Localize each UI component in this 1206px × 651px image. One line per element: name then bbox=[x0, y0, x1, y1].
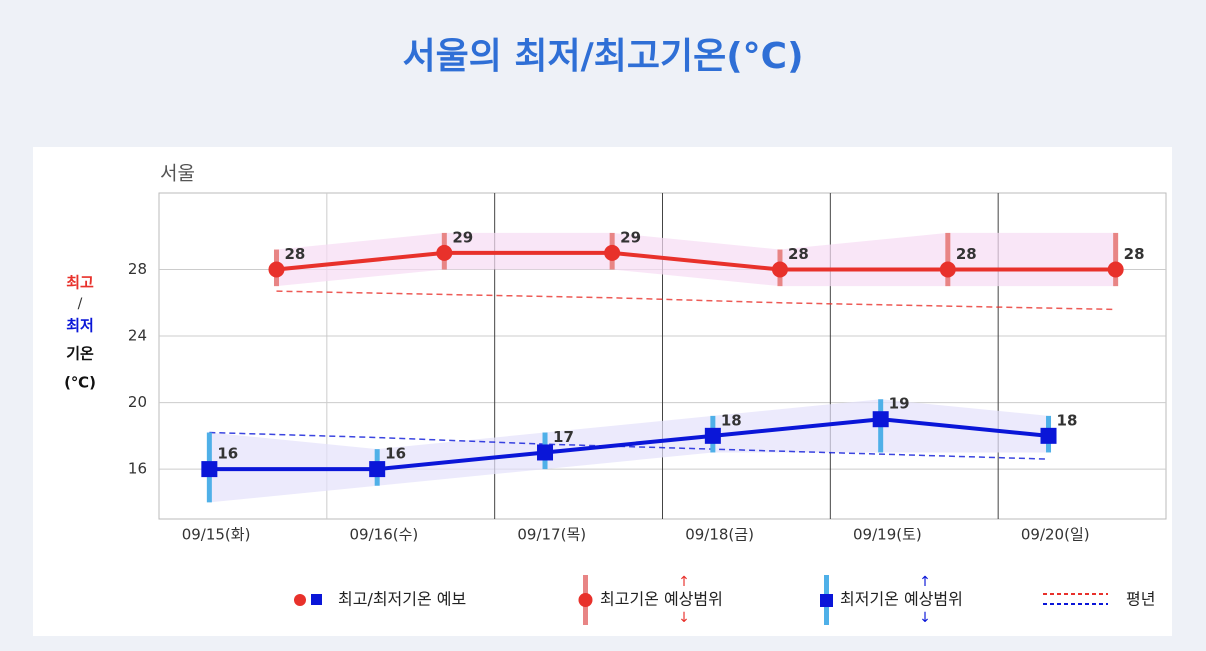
legend-icon: ↑ bbox=[678, 574, 690, 590]
data-label: 28 bbox=[1124, 245, 1145, 263]
y-label: 최고 bbox=[66, 274, 94, 292]
point bbox=[939, 261, 956, 278]
data-label: 17 bbox=[553, 428, 574, 446]
y-tick-label: 28 bbox=[128, 260, 147, 278]
x-tick-label: 09/18(금) bbox=[685, 526, 754, 544]
point bbox=[369, 461, 386, 478]
legend-icon: ↓ bbox=[678, 610, 690, 626]
data-label: 18 bbox=[721, 411, 742, 429]
y-label: / bbox=[78, 296, 83, 312]
point bbox=[704, 427, 721, 444]
y-tick-label: 16 bbox=[128, 460, 147, 478]
legend-label: 최저기온 예상범위 bbox=[840, 590, 963, 609]
point bbox=[201, 461, 218, 478]
data-label: 28 bbox=[956, 245, 977, 263]
legend-icon bbox=[578, 593, 593, 607]
data-label: 28 bbox=[788, 245, 809, 263]
legend-label: 최고기온 예상범위 bbox=[600, 590, 723, 609]
range-bar bbox=[1113, 232, 1119, 287]
x-tick-label: 09/20(일) bbox=[1021, 526, 1090, 544]
y-label: 기온 bbox=[66, 345, 94, 363]
point bbox=[268, 261, 285, 278]
data-label: 18 bbox=[1057, 411, 1078, 429]
data-label: 16 bbox=[385, 445, 406, 463]
page-title: 서울의 최저/최고기온(°C) bbox=[402, 36, 803, 77]
legend-icon bbox=[311, 594, 322, 605]
point bbox=[771, 261, 788, 278]
data-label: 16 bbox=[217, 445, 238, 463]
legend-icon: ↑ bbox=[919, 574, 931, 590]
point bbox=[1107, 261, 1124, 278]
forecast-line bbox=[276, 250, 1116, 272]
range-bar bbox=[945, 232, 951, 287]
forecast-line bbox=[209, 417, 1049, 472]
y-label: 최저 bbox=[66, 317, 94, 335]
legend-icon bbox=[820, 594, 833, 607]
y-label: (℃) bbox=[64, 374, 96, 392]
x-tick-label: 09/19(토) bbox=[853, 526, 922, 544]
x-tick-label: 09/16(수) bbox=[350, 526, 419, 544]
data-label: 19 bbox=[889, 395, 910, 413]
point bbox=[436, 244, 453, 261]
point bbox=[872, 411, 889, 428]
data-label: 28 bbox=[284, 245, 305, 263]
data-label: 29 bbox=[620, 228, 641, 246]
y-tick-label: 20 bbox=[128, 393, 147, 411]
x-tick-label: 09/17(목) bbox=[517, 526, 586, 544]
y-tick-label: 24 bbox=[128, 327, 147, 345]
point bbox=[537, 444, 554, 461]
panel bbox=[33, 147, 1172, 636]
legend-icon: ↓ bbox=[919, 610, 931, 626]
point bbox=[604, 244, 621, 261]
data-label: 29 bbox=[452, 228, 473, 246]
legend-icon bbox=[294, 594, 306, 606]
legend-label: 평년 bbox=[1126, 590, 1155, 609]
point bbox=[1040, 427, 1057, 444]
subtitle: 서울 bbox=[160, 163, 195, 185]
x-tick-label: 09/15(화) bbox=[182, 526, 251, 544]
legend-label: 최고/최저기온 예보 bbox=[338, 590, 466, 609]
